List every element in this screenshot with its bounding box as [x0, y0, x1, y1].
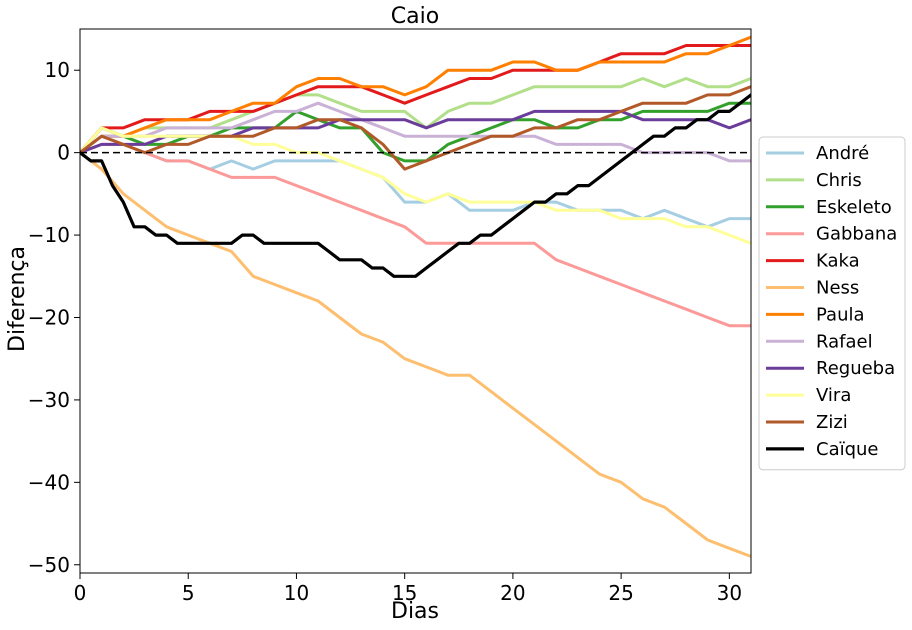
legend-label: Gabbana: [816, 224, 897, 245]
series-layer: [80, 35, 751, 558]
y-tick-label: −50: [28, 553, 70, 577]
series-line-ness: [80, 151, 751, 558]
y-tick-label: 10: [45, 58, 70, 82]
legend: André Chris Eskeleto Gabbana Kaka Ness Paula Ra…: [758, 136, 906, 471]
x-tick-label: 30: [717, 581, 742, 605]
legend-label: Rafael: [816, 331, 873, 352]
y-tick-label: −20: [28, 305, 70, 329]
legend-label: Ness: [816, 278, 859, 299]
series-line-caique: [80, 93, 751, 278]
y-tick-label: 0: [57, 141, 70, 165]
series-line-rafael: [80, 101, 751, 163]
x-tick-label: 25: [608, 581, 633, 605]
y-tick-label: −40: [28, 470, 70, 494]
legend-label: Vira: [816, 385, 851, 406]
legend-label: André: [816, 143, 869, 164]
legend-label: Caïque: [816, 439, 879, 460]
series-line-zizi: [80, 85, 751, 171]
x-axis-title: Dias: [391, 599, 439, 624]
plot-frame: [79, 28, 752, 574]
y-axis-title: Diferença: [5, 246, 30, 352]
chart-title: Caio: [391, 4, 439, 29]
legend-label: Regueba: [816, 358, 895, 379]
y-tick-label: −30: [28, 388, 70, 412]
y-axis: 10 0 −10 −20 −30 −40 −50: [28, 58, 80, 577]
series-line-regueba: [80, 109, 751, 155]
legend-label: Chris: [816, 170, 862, 191]
legend-label: Zizi: [816, 412, 848, 433]
series-line-paula: [80, 35, 751, 155]
series-line-andre: [80, 134, 751, 229]
y-tick-label: −10: [28, 223, 70, 247]
x-tick-label: 10: [284, 581, 309, 605]
x-tick-label: 0: [74, 581, 87, 605]
series-line-gabbana: [80, 142, 751, 328]
legend-box: [758, 136, 906, 471]
legend-label: Kaka: [816, 251, 860, 272]
x-tick-label: 5: [182, 581, 195, 605]
x-tick-label: 20: [500, 581, 525, 605]
series-line-vira: [80, 126, 751, 245]
legend-label: Paula: [816, 304, 865, 325]
legend-label: Eskeleto: [816, 197, 892, 218]
x-tick-label: 15: [392, 581, 417, 605]
x-axis: 0 5 10 15 20 25 30: [74, 573, 742, 605]
